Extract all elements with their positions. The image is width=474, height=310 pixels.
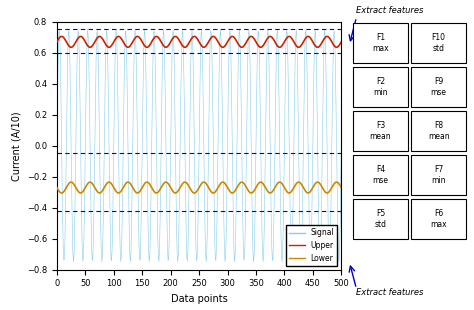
Text: F5
std: F5 std xyxy=(374,210,386,229)
Text: F6
max: F6 max xyxy=(430,210,447,229)
Text: Extract features: Extract features xyxy=(356,288,424,298)
Text: F8
mean: F8 mean xyxy=(428,122,449,141)
Text: F2
min: F2 min xyxy=(373,78,388,97)
Text: F9
mse: F9 mse xyxy=(431,78,447,97)
Legend: Signal, Upper, Lower: Signal, Upper, Lower xyxy=(286,225,337,266)
Text: Extract features: Extract features xyxy=(356,6,424,16)
Text: F3
mean: F3 mean xyxy=(370,122,391,141)
Text: F10
std: F10 std xyxy=(432,33,446,53)
Y-axis label: Current (A/10): Current (A/10) xyxy=(11,111,21,180)
Text: F7
min: F7 min xyxy=(431,166,446,185)
X-axis label: Data points: Data points xyxy=(171,294,228,304)
Text: F4
mse: F4 mse xyxy=(373,166,388,185)
Text: F1
max: F1 max xyxy=(372,33,389,53)
